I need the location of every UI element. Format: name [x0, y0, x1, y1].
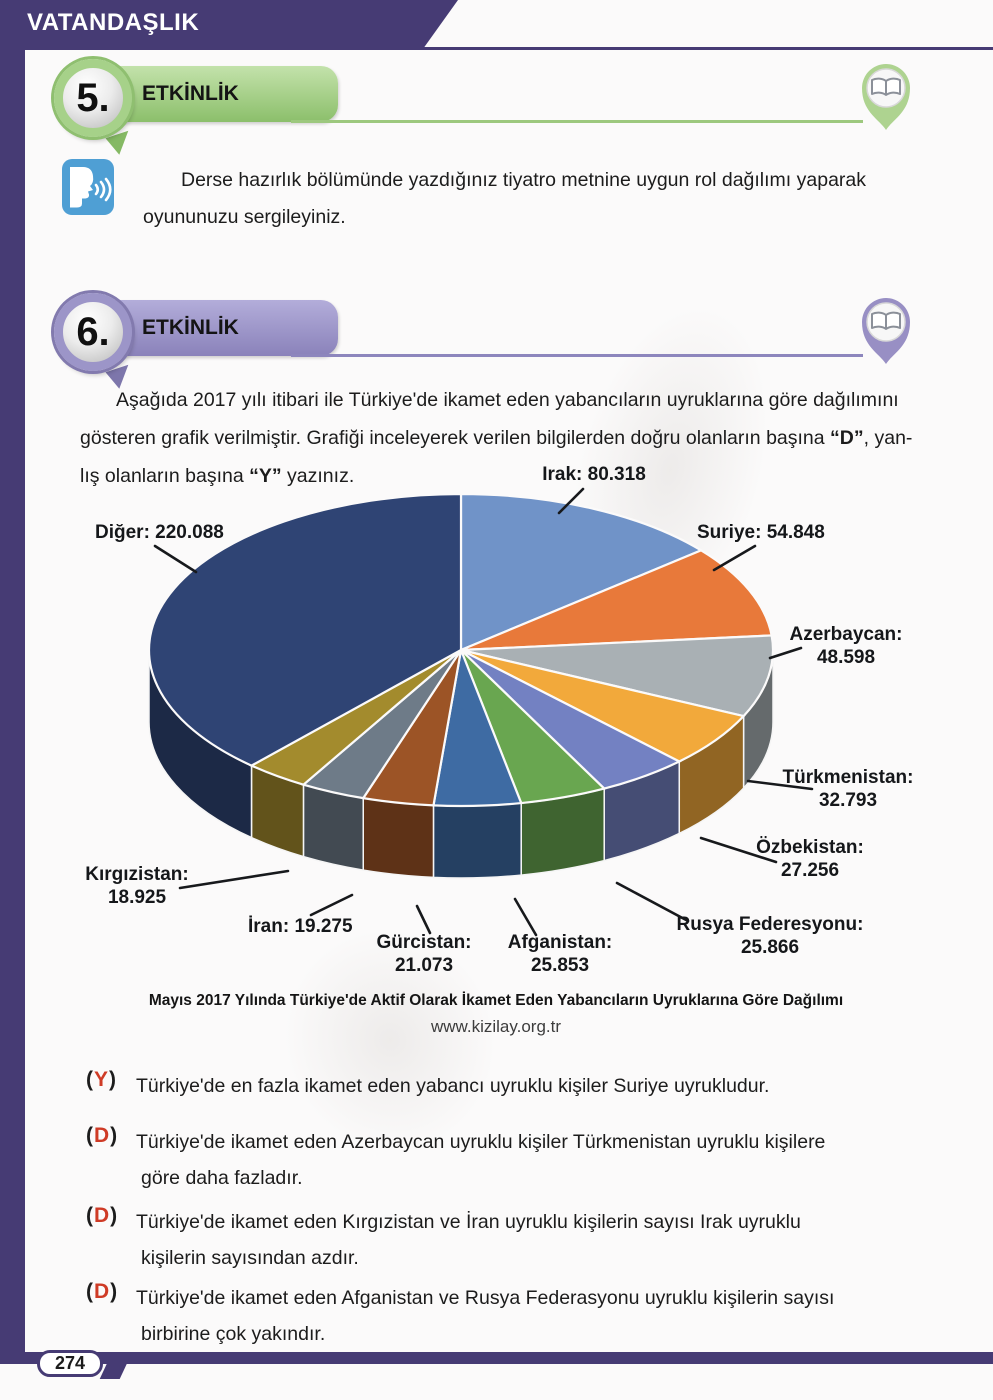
- intro-line: gösteren grafik verilmiştir. Grafiği inc…: [80, 427, 913, 449]
- footer-band: [0, 1352, 993, 1364]
- open-book-pin-icon: [855, 57, 917, 135]
- pie-chart: Irak: 80.318 Suriye: 54.848 Azerbaycan: 48.…: [85, 464, 914, 976]
- page-number: 274: [37, 1350, 103, 1377]
- question-text: Türkiye'de ikamet eden Azerbaycan uyrukl…: [136, 1131, 826, 1189]
- pie-leader-8: [309, 893, 354, 917]
- question-text: Türkiye'de ikamet eden Afganistan ve Rus…: [136, 1287, 835, 1345]
- pie-leader-0: [557, 487, 585, 515]
- pie-label-0: Irak: 80.318: [542, 464, 646, 485]
- answer-blank: (Y): [86, 1068, 117, 1091]
- pie-leader-7: [415, 904, 432, 935]
- answer-blank: (D): [86, 1280, 118, 1303]
- answer-blank: (D): [86, 1124, 118, 1147]
- pie-label-3: Türkmenistan: 32.793: [783, 767, 914, 811]
- handwritten-answer: D: [94, 1280, 110, 1303]
- page-title: VATANDAŞLIK: [27, 9, 200, 36]
- speaking-person-icon: [62, 159, 114, 215]
- intro-line: lış olanların başına “Y” yazınız.: [80, 465, 355, 487]
- activity-6-title-bar: ETKİNLİK: [95, 300, 338, 356]
- activity-5-header: ETKİNLİK 5.: [52, 55, 932, 158]
- pie-label-1: Suriye: 54.848: [697, 522, 825, 543]
- header-rule: [0, 47, 993, 50]
- pie-leader-10: [153, 544, 198, 574]
- pie-side-7: [362, 797, 435, 879]
- open-book-pin-icon: [855, 291, 917, 369]
- pie-slice-0: [459, 492, 704, 652]
- pie-slice-1: [460, 549, 773, 652]
- pie-slice-2: [460, 634, 775, 718]
- activity-5-badge-tail: [105, 130, 135, 158]
- question-list: (Y) Türkiye'de en fazla ikamet eden yaba…: [86, 1068, 954, 1352]
- pie-label-2: Azerbaycan: 48.598: [790, 624, 903, 668]
- chart-source: www.kizilay.org.tr: [430, 1017, 562, 1036]
- handwritten-answer: D: [94, 1204, 110, 1227]
- answer-blank: (D): [86, 1204, 118, 1227]
- handwritten-answer: D: [94, 1124, 110, 1147]
- pie-slice-10: [147, 492, 463, 767]
- activity-6-intro: Aşağıda 2017 yılı itibari ile Türkiye'de…: [80, 381, 954, 495]
- activity-5-rule: [291, 120, 863, 123]
- pie-leader-2: [768, 646, 803, 660]
- activity-5-prompt: Derse hazırlık bölümünde yazdığınız tiya…: [143, 162, 935, 236]
- pie-leader-9: [178, 869, 290, 890]
- header-band: [0, 0, 458, 48]
- activity-6-number-badge: 6.: [54, 293, 132, 371]
- question-row: (D) Türkiye'de ikamet eden Azerbaycan uy…: [86, 1124, 954, 1196]
- pie-leader-3: [746, 779, 814, 791]
- pie-label-8: İran: 19.275: [248, 916, 353, 937]
- question-row: (Y) Türkiye'de en fazla ikamet eden yaba…: [86, 1068, 954, 1104]
- question-text: Türkiye'de en fazla ikamet eden yabancı …: [136, 1075, 770, 1097]
- activity-5-number-badge: 5.: [54, 59, 132, 137]
- pie-leader-4: [699, 836, 778, 864]
- pie-label-9: Kırgızistan: 18.925: [85, 864, 188, 908]
- pie-leader-1: [712, 544, 757, 572]
- activity-6-rule: [291, 354, 863, 357]
- question-row: (D) Türkiye'de ikamet eden Afganistan ve…: [86, 1280, 954, 1352]
- left-margin-strip: [0, 0, 25, 1364]
- pie-label-5: Rusya Federesyonu: 25.866: [677, 914, 864, 958]
- pie-label-6: Afganistan: 25.853: [508, 932, 613, 976]
- handwritten-answer: Y: [94, 1068, 109, 1091]
- activity-6-header: ETKİNLİK 6.: [52, 289, 932, 392]
- pie-label-7: Gürcistan: 21.073: [376, 932, 471, 976]
- question-row: (D) Türkiye'de ikamet eden Kırgızistan v…: [86, 1204, 954, 1276]
- pie-label-10: Diğer: 220.088: [95, 522, 224, 543]
- pie-side-6: [432, 802, 522, 879]
- prompt-line: Derse hazırlık bölümünde yazdığınız tiya…: [181, 169, 867, 191]
- chart-caption: Mayıs 2017 Yılında Türkiye'de Aktif Olar…: [148, 992, 844, 1009]
- pie-leader-6: [513, 897, 538, 937]
- activity-5-title-bar: ETKİNLİK: [95, 66, 338, 122]
- intro-line: Aşağıda 2017 yılı itibari ile Türkiye'de…: [116, 389, 899, 411]
- prompt-line: oyununuzu sergileyiniz.: [143, 206, 346, 228]
- question-text: Türkiye'de ikamet eden Kırgızistan ve İr…: [136, 1211, 801, 1269]
- pie-leader-5: [615, 881, 690, 923]
- pie-label-4: Özbekistan: 27.256: [756, 837, 864, 881]
